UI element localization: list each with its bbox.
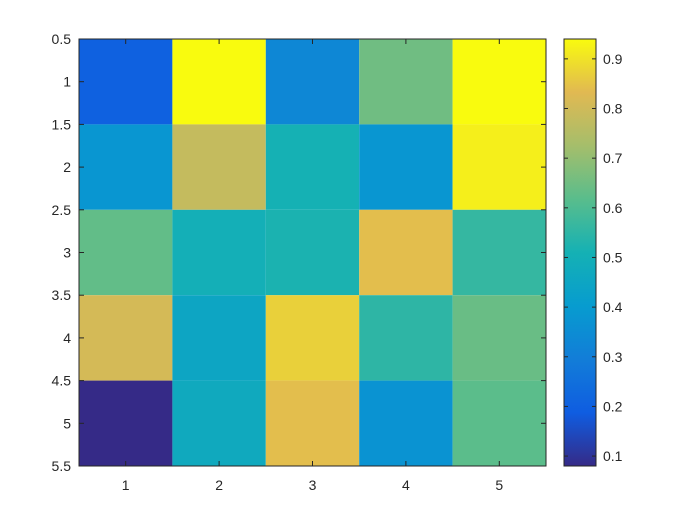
heatmap-cell-r3-c3 [265, 209, 360, 296]
heatmap-cell-r5-c4 [359, 380, 453, 466]
x-tick-label: 2 [215, 477, 223, 493]
heatmap-cell-r1-c4 [359, 39, 453, 125]
heatmap-cell-r5-c1 [79, 380, 173, 466]
y-axis: 0.5 1 1.5 2 2.5 3 3.5 4 4.5 5 5.5 [52, 31, 546, 474]
heatmap-cell-r1-c1 [79, 39, 173, 125]
y-tick-label: 5.5 [52, 458, 72, 474]
colorbar-tick-label: 0.1 [603, 448, 623, 464]
colorbar-tick-label: 0.4 [603, 299, 623, 315]
heatmap-cell-r5-c2 [172, 380, 266, 466]
colorbar-tick-label: 0.3 [603, 349, 623, 365]
heatmap-cells [79, 39, 546, 466]
heatmap-cell-r4-c2 [172, 295, 266, 381]
y-tick-label: 4.5 [52, 373, 72, 389]
heatmap-cell-r5-c3 [265, 380, 360, 466]
y-tick-label: 0.5 [52, 31, 72, 47]
heatmap-cell-r3-c2 [172, 209, 266, 296]
heatmap-cell-r4-c5 [452, 295, 546, 381]
heatmap-cell-r4-c3 [265, 295, 360, 381]
heatmap-cell-r2-c2 [172, 124, 266, 210]
colorbar-tick-label: 0.8 [603, 101, 623, 117]
heatmap-cell-r3-c5 [452, 209, 546, 296]
colorbar: 0.1 0.2 0.3 0.4 0.5 0.6 0.7 0.8 0.9 [563, 38, 623, 467]
heatmap-cell-r3-c4 [359, 209, 453, 296]
colorbar-border [563, 38, 597, 467]
x-tick-label: 5 [495, 477, 503, 493]
y-tick-label: 3 [63, 245, 71, 261]
y-tick-label: 1 [63, 74, 71, 90]
x-axis: 1 2 3 4 5 [122, 39, 503, 493]
heatmap-cell-r2-c3 [265, 124, 360, 210]
x-tick-label: 3 [309, 477, 317, 493]
heatmap-cell-r4-c4 [359, 295, 453, 381]
heatmap-cell-r4-c1 [79, 295, 173, 381]
heatmap-cell-r2-c5 [452, 124, 546, 210]
heatmap-cell-r1-c2 [172, 39, 266, 125]
x-tick-label: 4 [402, 477, 410, 493]
y-tick-label: 2.5 [52, 202, 72, 218]
heatmap-cell-r2-c4 [359, 124, 453, 210]
heatmap-cell-r2-c1 [79, 124, 173, 210]
heatmap-cell-r1-c5 [452, 39, 546, 125]
y-tick-label: 1.5 [52, 116, 72, 132]
colorbar-tick-label: 0.6 [603, 200, 623, 216]
colorbar-gradient [564, 39, 596, 466]
x-tick-label: 1 [122, 477, 130, 493]
colorbar-tick-label: 0.2 [603, 398, 623, 414]
y-tick-label: 2 [63, 159, 71, 175]
colorbar-tick-label: 0.9 [603, 51, 623, 67]
y-tick-label: 3.5 [52, 287, 72, 303]
heatmap-cell-r3-c1 [79, 209, 173, 296]
colorbar-tick-label: 0.7 [603, 150, 623, 166]
heatmap-cell-r5-c5 [452, 380, 546, 466]
y-tick-label: 4 [63, 330, 71, 346]
heatmap-cell-r1-c3 [265, 39, 360, 125]
colorbar-tick-label: 0.5 [603, 249, 623, 265]
y-tick-label: 5 [63, 415, 71, 431]
